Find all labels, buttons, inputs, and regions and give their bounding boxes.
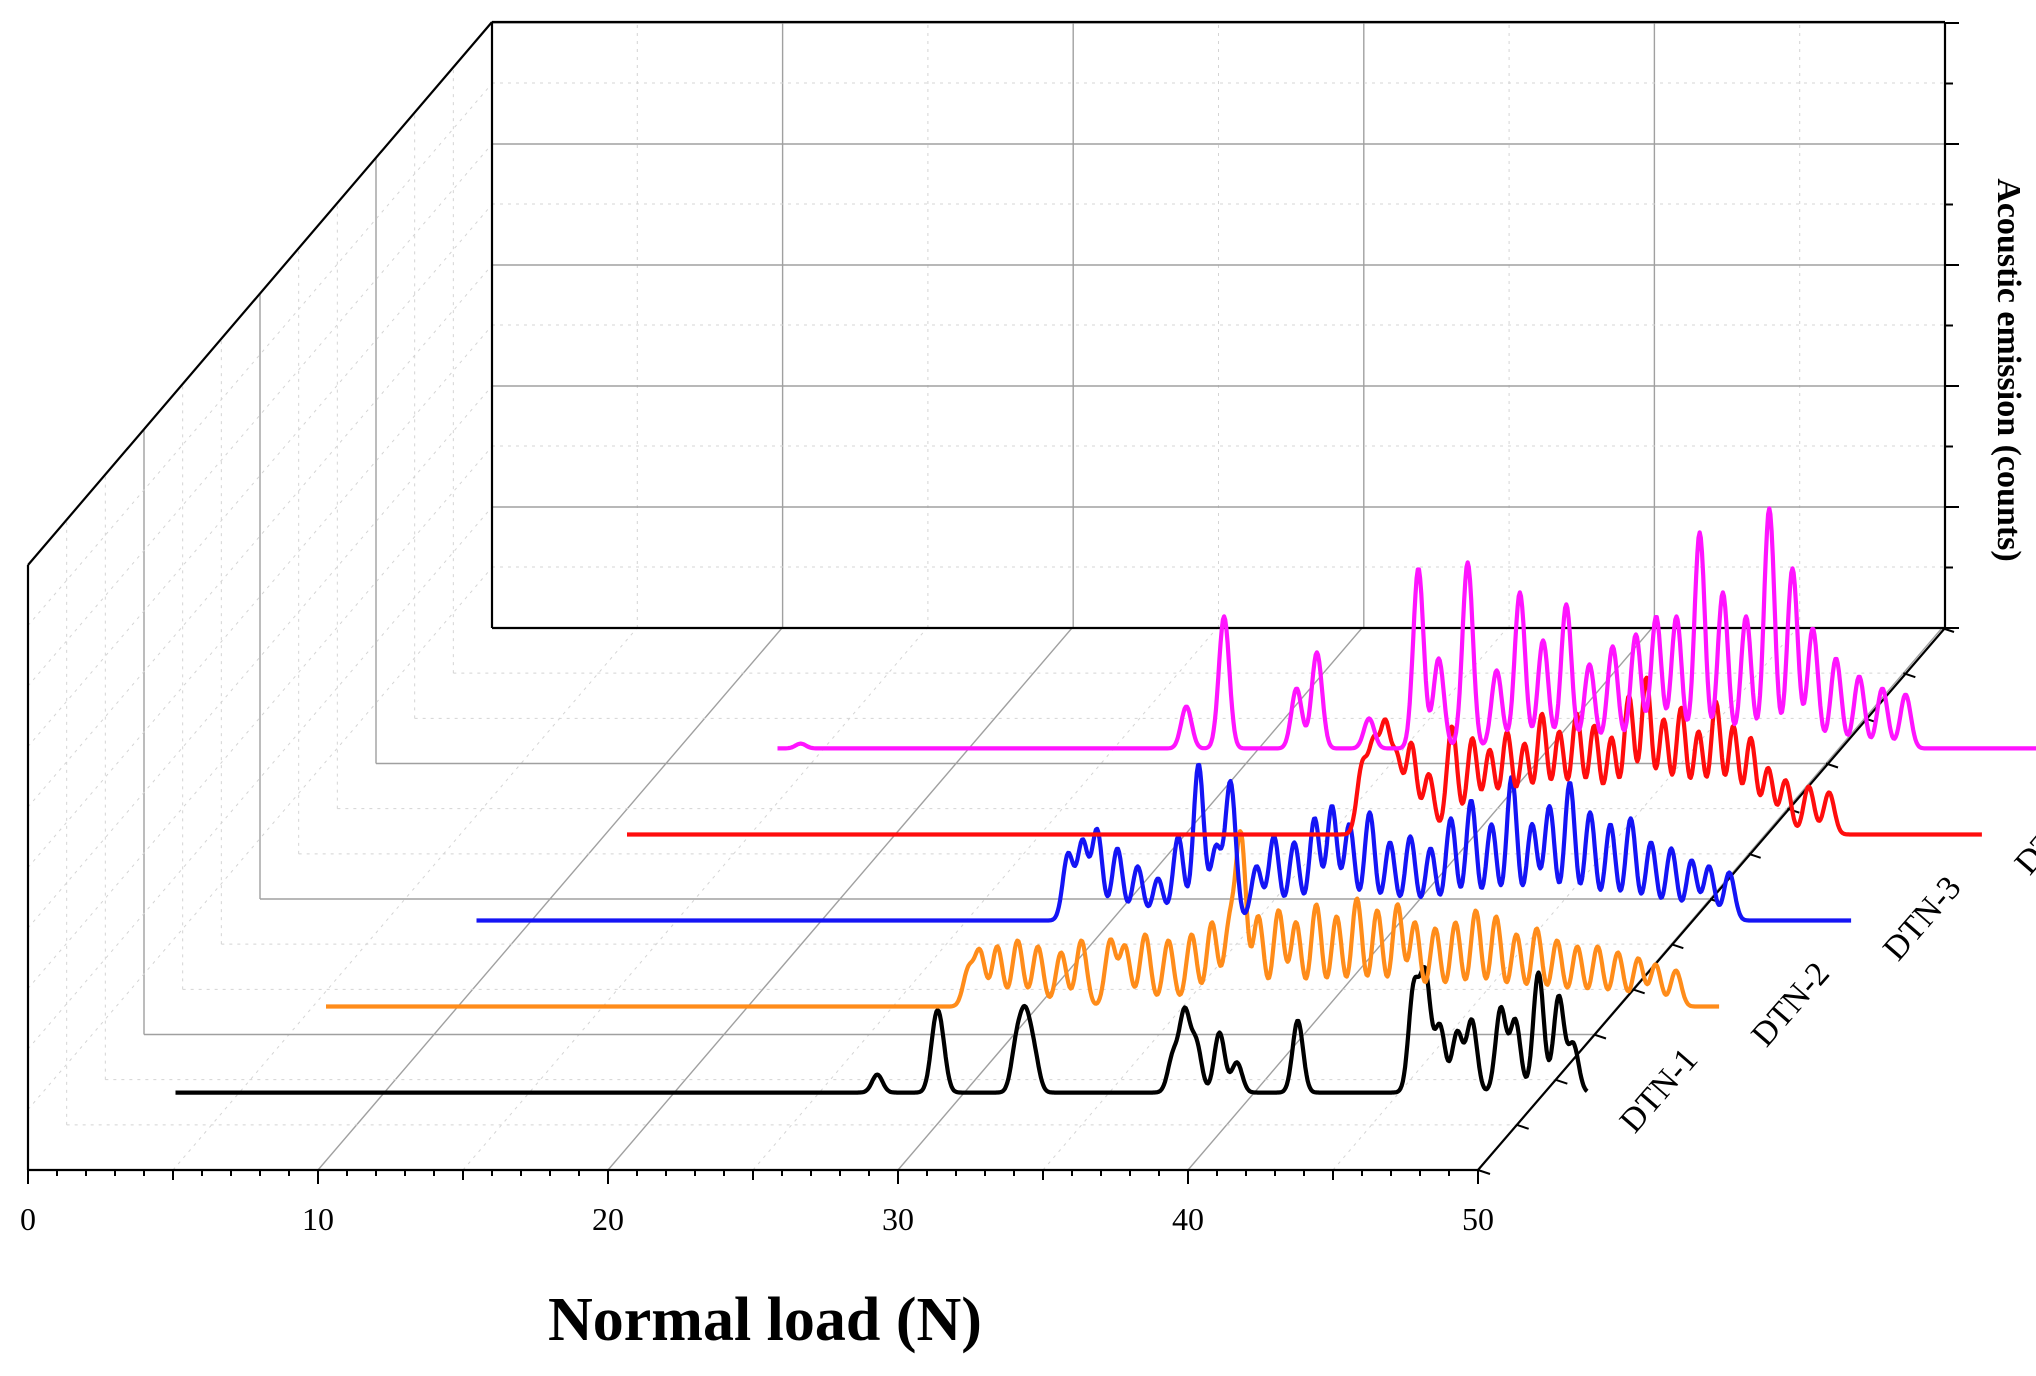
grid-left-horizontal bbox=[27, 204, 493, 747]
x-tick-label: 0 bbox=[20, 1201, 36, 1237]
depth-tick bbox=[1903, 672, 1916, 679]
depth-tick bbox=[1555, 1078, 1568, 1085]
series-group bbox=[174, 506, 2036, 1095]
z-axis-title: Acoustic emission (counts) bbox=[1990, 178, 2027, 561]
x-axis-title: Normal load (N) bbox=[548, 1286, 982, 1354]
x-tick-label: 40 bbox=[1172, 1201, 1204, 1237]
x-tick-label: 30 bbox=[882, 1201, 914, 1237]
series-line-dtn-2 bbox=[325, 829, 1721, 1009]
x-tick-label: 10 bbox=[302, 1201, 334, 1237]
grid-left-horizontal bbox=[27, 385, 493, 929]
grid-left-horizontal bbox=[27, 143, 493, 687]
depth-tick bbox=[1941, 627, 1955, 633]
series-line-dtn-4 bbox=[625, 675, 1983, 837]
grid-left-horizontal bbox=[27, 325, 493, 868]
depth-tick bbox=[1516, 1123, 1529, 1130]
depth-tick bbox=[1593, 1033, 1607, 1040]
series-label-dtn-4: DTN-4 bbox=[2008, 783, 2036, 881]
series-label-dtn-2: DTN-2 bbox=[1745, 955, 1837, 1053]
grid-left-horizontal bbox=[27, 446, 493, 989]
series-label-dtn-1: DTN-1 bbox=[1613, 1041, 1705, 1139]
x-tick-label: 20 bbox=[592, 1201, 624, 1237]
series-line-dtn-5 bbox=[776, 506, 2036, 751]
grid-floor-x bbox=[462, 627, 928, 1171]
depth-tick bbox=[1671, 943, 1684, 950]
grid-left-horizontal bbox=[27, 567, 493, 1110]
left-top-edge bbox=[27, 21, 493, 566]
depth-tick bbox=[1632, 988, 1645, 995]
grid-left-horizontal bbox=[27, 264, 493, 808]
depth-tick bbox=[1748, 852, 1761, 859]
depth-tick bbox=[1477, 1169, 1491, 1175]
x-tick-label: 50 bbox=[1462, 1201, 1494, 1237]
series-label-dtn-3: DTN-3 bbox=[1876, 869, 1968, 967]
grid-left-horizontal bbox=[27, 506, 493, 1050]
axes-frame bbox=[26, 20, 1959, 1184]
grid bbox=[27, 22, 1946, 1171]
grid-floor-x bbox=[1042, 627, 1508, 1171]
series-line-dtn-3 bbox=[475, 762, 1853, 923]
grid-floor-x bbox=[752, 627, 1218, 1171]
grid-left-horizontal bbox=[27, 83, 493, 626]
depth-tick bbox=[1825, 762, 1839, 769]
series-line-dtn-1 bbox=[174, 964, 1589, 1095]
